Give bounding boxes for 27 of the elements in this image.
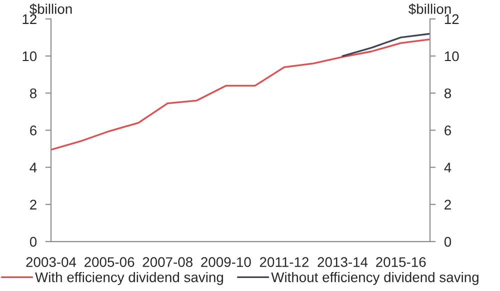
line-series bbox=[342, 32, 430, 57]
y2-tick-label: 8 bbox=[444, 88, 452, 98]
y-tick-label: 12 bbox=[22, 14, 36, 24]
legend-label: With efficiency dividend saving bbox=[35, 272, 224, 285]
x-tick-label: 2003-04 bbox=[26, 257, 76, 268]
y2-tick-label: 10 bbox=[444, 51, 459, 62]
y-tick-label: 10 bbox=[22, 51, 37, 62]
x-tick-label: 2007-08 bbox=[142, 257, 192, 268]
y-tick-label: 6 bbox=[30, 126, 36, 136]
legend-label: Without efficiency dividend saving bbox=[271, 272, 478, 285]
y2-tick-label: 2 bbox=[444, 200, 451, 210]
x-tick-label: 2013-14 bbox=[318, 257, 368, 268]
x-tick-label: 2009-10 bbox=[201, 257, 251, 268]
y-tick-label: 8 bbox=[30, 88, 37, 98]
y2-tick-label: 4 bbox=[444, 162, 452, 172]
x-tick-label: 2011-12 bbox=[260, 257, 309, 268]
y-tick-label: 4 bbox=[30, 162, 37, 172]
y2-tick-label: 0 bbox=[444, 236, 452, 247]
y-tick-label: 0 bbox=[30, 236, 37, 247]
y2-tick-label: 6 bbox=[444, 126, 452, 136]
x-tick-label: 2005-06 bbox=[84, 257, 134, 268]
x-tick-label: 2015-16 bbox=[376, 257, 426, 268]
y2-axis-title: $billion bbox=[408, 4, 451, 15]
line-series bbox=[51, 38, 430, 151]
y-tick-label: 2 bbox=[30, 200, 36, 210]
y-axis-title: $billion bbox=[30, 4, 72, 15]
y2-tick-label: 12 bbox=[444, 14, 459, 24]
